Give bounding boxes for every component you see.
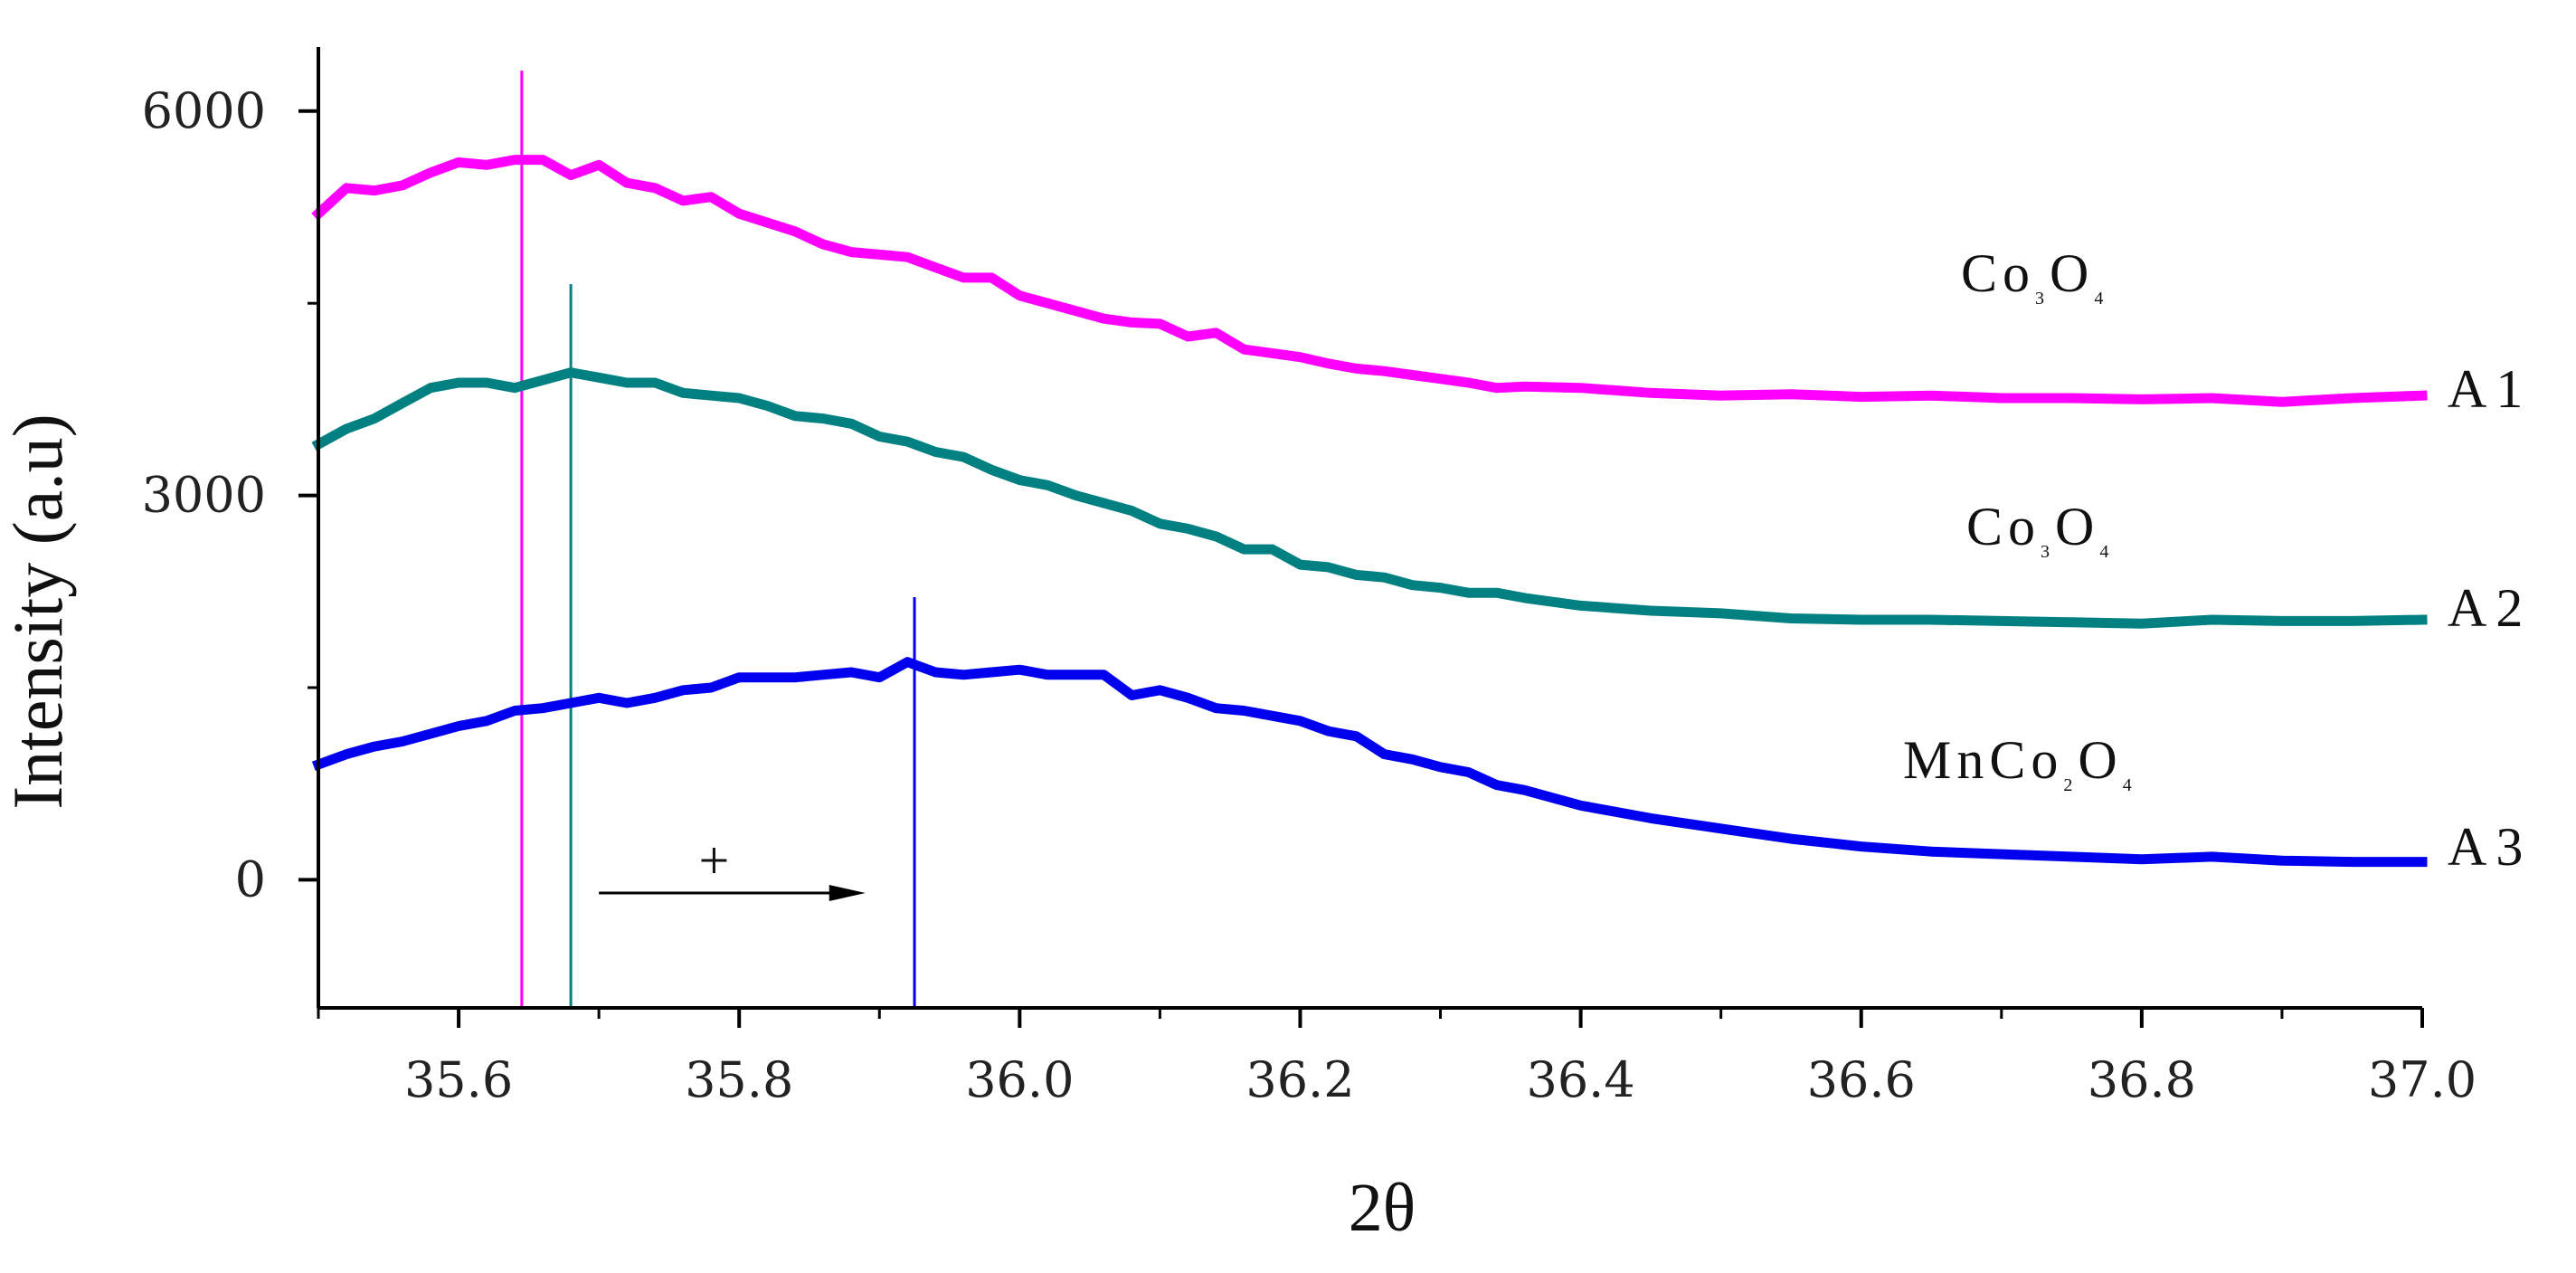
series-line-a1: [311, 155, 2428, 407]
x-tick-label: 37.0: [2368, 1051, 2477, 1108]
compound-subscript: 4: [2123, 775, 2137, 795]
x-tick-label: 35.8: [685, 1051, 793, 1108]
compound-text: Co: [1966, 497, 2041, 556]
shift-arrow-head: [829, 885, 866, 901]
compound-text: Co: [1961, 243, 2035, 303]
x-axis-title: 2θ: [1349, 1170, 1416, 1246]
x-tick-label: 36.8: [2088, 1051, 2196, 1108]
x-tick-label: 36.4: [1526, 1051, 1634, 1108]
y-axis-title: Intensity (a.u): [0, 413, 77, 810]
series-line-a2: [311, 367, 2428, 629]
ticks: 35.6 35.8 36.0 36.2 36.4 36.6 36.8 37.0 0 3000 600…: [142, 82, 2477, 1108]
compound-text: Co: [1989, 730, 2063, 790]
axes: [317, 47, 2422, 1010]
compound-text: O: [2078, 730, 2122, 790]
series-line-a3: [311, 657, 2428, 868]
compound-text: Mn: [1903, 730, 1989, 790]
compound-label-a3: MnCo2O4: [1903, 730, 2137, 795]
shift-annotation-label: +: [699, 831, 730, 890]
compound-text: O: [2055, 497, 2099, 556]
shift-annotation: +: [599, 831, 866, 901]
y-tick-label: 3000: [142, 467, 266, 524]
y-tick-label: 0: [235, 850, 266, 907]
compound-subscript: 4: [2099, 542, 2114, 562]
x-tick-label: 36.0: [965, 1051, 1074, 1108]
compound-subscript: 2: [2063, 775, 2078, 795]
x-tick-label: 36.6: [1807, 1051, 1916, 1108]
series-label-a2: A2: [2448, 578, 2532, 638]
compound-subscript: 3: [2041, 542, 2055, 562]
compound-label-a2: Co3O4: [1966, 497, 2114, 562]
x-tick-label: 35.6: [404, 1051, 513, 1108]
series-label-a3: A3: [2448, 817, 2532, 877]
compound-subscript: 4: [2094, 289, 2108, 309]
y-tick-label: 6000: [142, 82, 266, 139]
compound-subscript: 3: [2035, 289, 2050, 309]
compound-label-a1: Co3O4: [1961, 243, 2108, 309]
series-label-a1: A1: [2448, 359, 2532, 419]
series-layer: [311, 155, 2428, 868]
x-tick-label: 36.2: [1245, 1051, 1354, 1108]
compound-text: O: [2050, 243, 2094, 303]
